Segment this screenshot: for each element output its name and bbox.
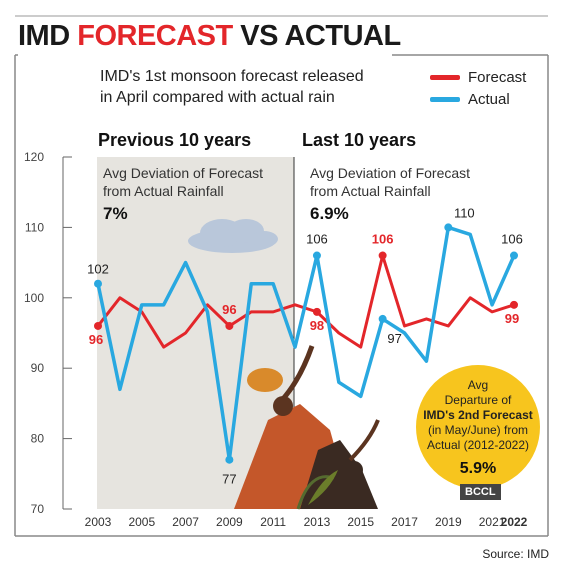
data-point-actual <box>510 251 518 260</box>
y-tick-label: 70 <box>31 502 45 516</box>
left-note-line1: Avg Deviation of Forecast <box>103 165 263 181</box>
legend-label-forecast: Forecast <box>468 68 527 86</box>
data-point-forecast <box>312 307 321 316</box>
x-tick-label: 2005 <box>128 515 155 529</box>
title-part-forecast: FORECAST <box>77 20 233 52</box>
legend-swatch-forecast <box>430 74 460 80</box>
data-label-actual: 106 <box>501 232 523 247</box>
y-tick-label: 90 <box>31 361 45 375</box>
data-label-actual: 106 <box>306 232 328 247</box>
y-tick-label: 100 <box>24 291 44 305</box>
chart-title: IMD FORECAST VS ACTUAL <box>18 20 401 53</box>
data-point-forecast <box>225 321 234 330</box>
chart-subtitle: IMD's 1st monsoon forecast released in A… <box>100 68 364 106</box>
data-label-forecast: 96 <box>222 302 236 317</box>
x-tick-label: 2007 <box>172 515 199 529</box>
x-tick-label: 2003 <box>85 515 112 529</box>
left-note-line2: from Actual Rainfall <box>103 183 224 199</box>
x-axis-ticks: 2003 2005 2007 2009 2011 2013 2015 2017 2019 2021… <box>85 515 528 529</box>
data-point-actual <box>94 279 102 288</box>
legend-item-actual: Actual <box>430 88 526 110</box>
right-note-value: 6.9% <box>310 204 349 223</box>
right-note-line1: Avg Deviation of Forecast <box>310 165 470 181</box>
data-point-actual <box>312 251 321 260</box>
x-tick-label: 2013 <box>304 515 331 529</box>
title-part-imd: IMD <box>18 20 70 52</box>
data-points <box>94 223 518 464</box>
data-point-actual <box>225 455 234 464</box>
y-tick-label: 120 <box>24 150 44 164</box>
data-label-actual: 102 <box>87 262 109 277</box>
data-point-forecast <box>94 321 102 330</box>
legend: Forecast Actual <box>430 66 526 110</box>
callout-text: Avg Departure of IMD's 2nd Forecast (in … <box>423 378 533 477</box>
x-tick-label: 2022 <box>501 515 528 529</box>
y-axis-ticks: 70 80 90 100 110 120 <box>24 150 72 516</box>
source-note: Source: IMD <box>482 547 549 561</box>
legend-label-actual: Actual <box>468 90 510 108</box>
x-tick-label: 2021 <box>479 515 506 529</box>
data-label-forecast: 98 <box>310 318 324 333</box>
y-tick-label: 110 <box>25 220 44 234</box>
right-panel-heading: Last 10 years <box>302 130 416 150</box>
x-tick-label: 2011 <box>260 515 286 529</box>
data-label-actual: 97 <box>387 331 401 346</box>
x-tick-label: 2019 <box>435 515 462 529</box>
callout-value: 5.9% <box>460 460 496 477</box>
callout-line5: Actual (2012-2022) <box>427 438 529 452</box>
data-label-forecast: 106 <box>372 232 394 247</box>
data-label-forecast: 96 <box>89 332 103 347</box>
left-panel-heading: Previous 10 years <box>98 130 251 150</box>
data-label-actual: 110 <box>454 205 475 220</box>
farmers-illustration <box>234 345 380 510</box>
x-tick-label: 2017 <box>391 515 418 529</box>
data-label-actual: 77 <box>222 472 236 487</box>
callout-circle <box>416 365 540 489</box>
x-tick-label: 2015 <box>347 515 374 529</box>
callout-line4: (in May/June) from <box>428 423 528 437</box>
legend-swatch-actual <box>430 96 460 102</box>
cloud-illustration <box>188 219 278 253</box>
data-point-forecast <box>510 300 518 309</box>
series-line-actual <box>96 225 516 462</box>
x-tick-label: 2009 <box>216 515 243 529</box>
data-point-actual <box>378 314 387 323</box>
callout-line1: Avg <box>468 378 488 392</box>
data-point-forecast <box>378 251 387 260</box>
title-part-vs-actual: VS ACTUAL <box>240 20 401 52</box>
right-note-line2: from Actual Rainfall <box>310 183 431 199</box>
callout-line3: IMD's 2nd Forecast <box>423 408 533 422</box>
data-labels: 102 96 96 77 106 98 106 97 110 106 99 <box>87 205 523 486</box>
y-tick-label: 80 <box>31 432 45 446</box>
left-note-value: 7% <box>103 204 128 223</box>
data-label-forecast: 99 <box>505 311 519 326</box>
callout-line2: Departure of <box>445 393 512 407</box>
data-point-actual <box>444 223 453 232</box>
bccl-badge: BCCL <box>460 484 501 500</box>
legend-item-forecast: Forecast <box>430 66 526 88</box>
